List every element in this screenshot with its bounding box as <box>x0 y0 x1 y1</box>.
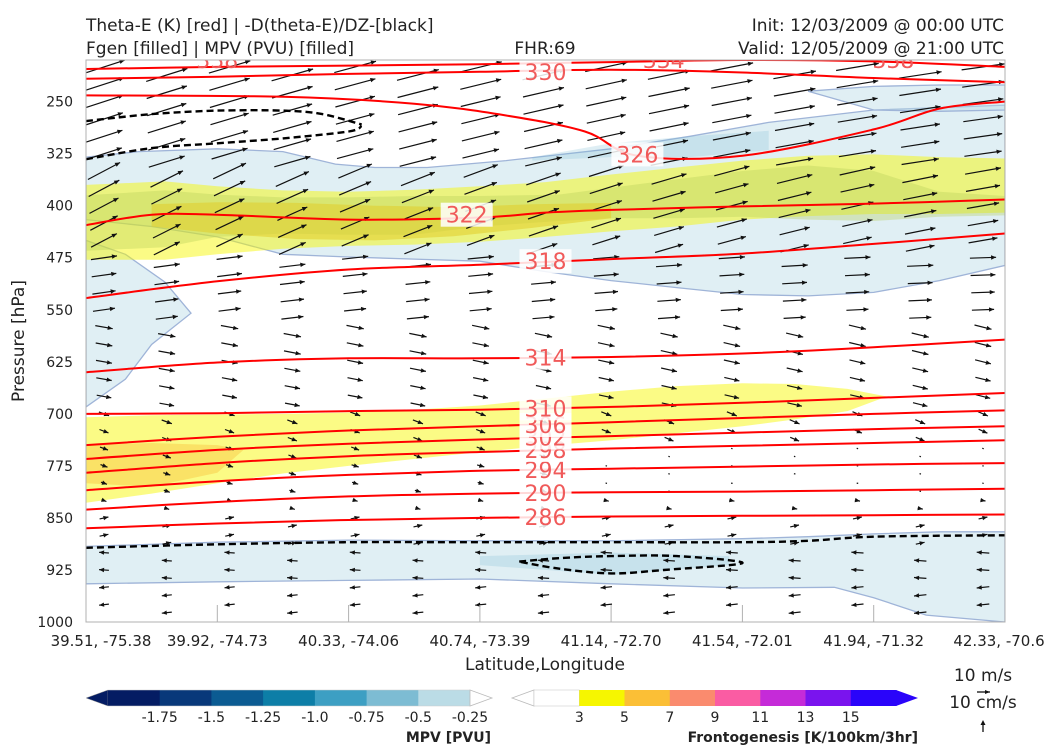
mpv-colorbar-tick: -0.25 <box>452 710 488 726</box>
mpv-colorbar-segment <box>160 690 212 706</box>
theta-e-label-322: 322 <box>446 204 488 229</box>
wind-key: 10 m/s 10 cm/s <box>949 666 1017 732</box>
fgen-colorbar-tick: 11 <box>751 710 769 726</box>
wind-vector <box>857 448 858 449</box>
mpv-colorbar-extend-low <box>86 690 108 706</box>
y-tick-label: 700 <box>46 407 73 423</box>
mpv-colorbar: -1.75 -1.5 -1.25 -1.0 -0.75 -0.5 -0.25 <box>86 690 492 726</box>
mpv-colorbar-extend-high <box>470 690 492 706</box>
fgen-colorbar-segment <box>625 690 671 706</box>
fgen-colorbar-tick: 9 <box>711 710 720 726</box>
theta-e-label-318: 318 <box>525 250 567 275</box>
mpv-colorbar-segment <box>367 690 419 706</box>
fgen-colorbar-segment <box>579 690 625 706</box>
fgen-colorbar-segment <box>670 690 716 706</box>
mpv-colorbar-tick: -1.25 <box>245 710 281 726</box>
theta-e-label-326: 326 <box>616 143 658 168</box>
mpv-colorbar-segment <box>263 690 315 706</box>
wind-vector <box>794 456 795 457</box>
y-tick-label: 550 <box>46 303 73 319</box>
fgen-colorbar-tick: 7 <box>665 710 674 726</box>
wind-vector <box>668 456 669 457</box>
y-tick-label: 850 <box>46 511 73 527</box>
wind-vector <box>982 448 983 449</box>
theta-e-label-286: 286 <box>525 506 567 531</box>
x-tick-label: 41.14, -72.70 <box>561 632 662 650</box>
theta-e-label-330: 330 <box>525 61 567 86</box>
y-axis-label: Pressure [hPa] <box>9 280 29 402</box>
y-tick-label: 400 <box>46 199 73 215</box>
fgen-colorbar-tick: 15 <box>842 710 860 726</box>
y-tick-label: 625 <box>46 355 73 371</box>
x-tick-label: 39.92, -74.73 <box>167 632 268 650</box>
x-tick-label: 39.51, -75.38 <box>51 632 152 650</box>
mpv-colorbar-segment <box>211 690 263 706</box>
mpv-colorbar-tick: -1.5 <box>198 710 225 726</box>
x-tick-label: 40.74, -73.39 <box>429 632 530 650</box>
wind-vector <box>731 448 732 449</box>
y-tick-label: 925 <box>46 563 73 579</box>
fgen-colorbar-segment <box>851 690 897 706</box>
mpv-colorbar-tick: -1.0 <box>301 710 328 726</box>
y-tick-label: 775 <box>46 459 73 475</box>
valid-time: Valid: 12/05/2009 @ 21:00 UTC <box>738 39 1004 59</box>
fgen-colorbar-label: Frontogenesis [K/100km/3hr] <box>688 730 918 746</box>
x-tick-label: 40.33, -74.06 <box>298 632 399 650</box>
wind-vector <box>920 456 921 457</box>
mpv-colorbar-segment <box>108 690 160 706</box>
title-line-1: Theta-E (K) [red] | -D(theta-E)/DZ-[blac… <box>85 16 434 36</box>
x-axis-label: Latitude,Longitude <box>465 655 625 675</box>
fgen-colorbar-segment <box>760 690 806 706</box>
fgen-colorbar-segment <box>534 690 579 706</box>
forecast-hour: FHR:69 <box>514 39 575 59</box>
wind-key-w-label: 10 cm/s <box>949 693 1017 713</box>
x-tick-label: 41.94, -71.32 <box>823 632 924 650</box>
x-tick-label: 41.54, -72.01 <box>692 632 793 650</box>
fgen-colorbar-segment <box>806 690 852 706</box>
theta-e-label-310: 310 <box>525 397 567 422</box>
fgen-colorbar-segment <box>715 690 761 706</box>
fgen-colorbar-extend-low <box>512 690 534 706</box>
mpv-colorbar-tick: -1.75 <box>142 710 178 726</box>
mpv-colorbar-tick: -0.75 <box>348 710 384 726</box>
y-tick-label: 475 <box>46 251 73 267</box>
y-tick-label: 325 <box>46 147 73 163</box>
fgen-colorbar-tick: 5 <box>620 710 629 726</box>
y-tick-label: 250 <box>46 95 73 111</box>
mpv-colorbar-segment <box>315 690 367 706</box>
mpv-colorbar-segment <box>418 690 470 706</box>
fgen-colorbar-extend-high <box>896 690 918 706</box>
fgen-colorbar-tick: 3 <box>575 710 584 726</box>
wind-key-u-label: 10 m/s <box>954 666 1012 686</box>
fgen-colorbar: 3 5 7 9 11 13 15 <box>512 690 918 726</box>
y-tick-label: 1000 <box>37 615 73 631</box>
mpv-colorbar-tick: -0.5 <box>405 710 432 726</box>
y-axis: 250 325 400 475 550 625 700 775 850 925 1000 <box>37 95 73 631</box>
theta-e-top-label: 334 <box>643 49 685 74</box>
mpv-colorbar-label: MPV [PVU] <box>406 730 491 746</box>
init-time: Init: 12/03/2009 @ 00:00 UTC <box>752 16 1004 36</box>
theta-e-label-290: 290 <box>525 482 567 507</box>
x-tick-label: 42.33, -70.6 <box>953 632 1044 650</box>
wind-key-w-arrowhead <box>981 720 986 725</box>
fgen-colorbar-tick: 13 <box>797 710 815 726</box>
theta-e-label-314: 314 <box>525 347 567 372</box>
title-line-2: Fgen [filled] | MPV (PVU) [filled] <box>86 39 354 59</box>
